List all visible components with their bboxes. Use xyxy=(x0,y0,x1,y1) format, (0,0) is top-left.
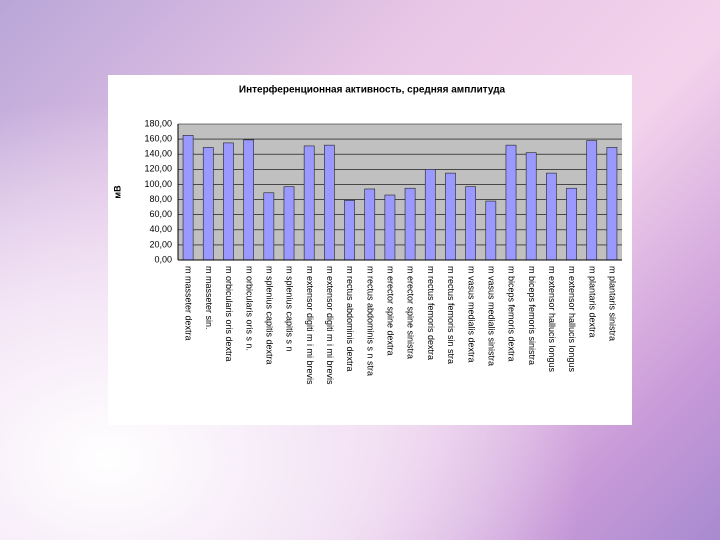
bar xyxy=(182,135,194,261)
bar xyxy=(445,172,456,261)
x-tick-label: m splenius capitis s n xyxy=(285,266,295,352)
x-tick-label: m extensor hallucis longus xyxy=(547,266,557,373)
x-tick-label: m erector spine sinistra xyxy=(406,266,416,359)
y-tick-label: 80,00 xyxy=(149,194,172,204)
y-tick-label: 20,00 xyxy=(149,239,172,249)
bar xyxy=(344,200,355,261)
x-tick-label: m plantaris dextra xyxy=(587,266,597,338)
bar xyxy=(485,200,497,261)
bar xyxy=(223,142,234,261)
x-tick-label: m vasus medialis dextra xyxy=(466,266,476,363)
x-tick-label: m rectus abdominis dextra xyxy=(345,266,355,372)
x-tick-label: m erector spine dextra xyxy=(386,266,396,356)
bar xyxy=(404,187,416,261)
bar xyxy=(283,186,295,261)
bar xyxy=(586,140,598,261)
x-tick-label: m extensor hallucis longus xyxy=(567,266,577,373)
y-tick-label: 100,00 xyxy=(144,179,172,189)
y-tick-label: 180,00 xyxy=(144,118,172,128)
y-axis-label: мВ xyxy=(112,185,122,199)
x-tick-label: m biceps femoris sinistra xyxy=(527,266,537,365)
x-tick-label: m orbicularis oris dextra xyxy=(224,266,234,362)
x-tick-label: m plantaris sinistra xyxy=(608,266,618,341)
x-tick-label: m rectus femoris dextra xyxy=(426,266,436,360)
x-tick-label: m splenius capitis dextra xyxy=(264,266,274,365)
bar xyxy=(566,187,577,261)
bar xyxy=(202,147,214,261)
x-tick-label: m rectus abdominis s n stra xyxy=(365,266,375,376)
bar xyxy=(384,194,396,261)
bar xyxy=(263,192,275,261)
y-tick-label: 140,00 xyxy=(144,149,172,159)
x-tick-label: m rectus femoris sin stra xyxy=(446,266,456,364)
x-tick-label: m orbicularis oris s n. xyxy=(244,266,254,351)
y-tick-label: 160,00 xyxy=(144,133,172,143)
bar xyxy=(324,144,335,261)
bar xyxy=(525,152,537,261)
x-tick-label: m biceps femoris dextra xyxy=(507,266,517,362)
x-tick-label: m extensor digiti m i mi brevis xyxy=(305,266,315,385)
x-tick-label: m masseter sin. xyxy=(204,266,214,330)
bar xyxy=(606,147,618,261)
x-tick-label: m extensor digiti m i mi brevis xyxy=(325,266,335,385)
x-tick-label: m vasus medialis sinistra xyxy=(486,266,496,366)
y-tick-label: 40,00 xyxy=(149,224,172,234)
y-tick-label: 60,00 xyxy=(149,209,172,219)
y-tick-label: 0,00 xyxy=(154,254,172,264)
bar xyxy=(364,188,376,261)
bar xyxy=(546,172,557,261)
bar xyxy=(424,169,436,261)
bar xyxy=(505,144,517,261)
bar xyxy=(465,186,476,261)
bar xyxy=(243,139,254,261)
chart-title: Интерференционная активность, средняя ам… xyxy=(239,84,506,96)
y-tick-label: 120,00 xyxy=(144,164,172,174)
bar xyxy=(303,145,315,261)
x-tick-label: m masseter dextra xyxy=(184,266,194,341)
